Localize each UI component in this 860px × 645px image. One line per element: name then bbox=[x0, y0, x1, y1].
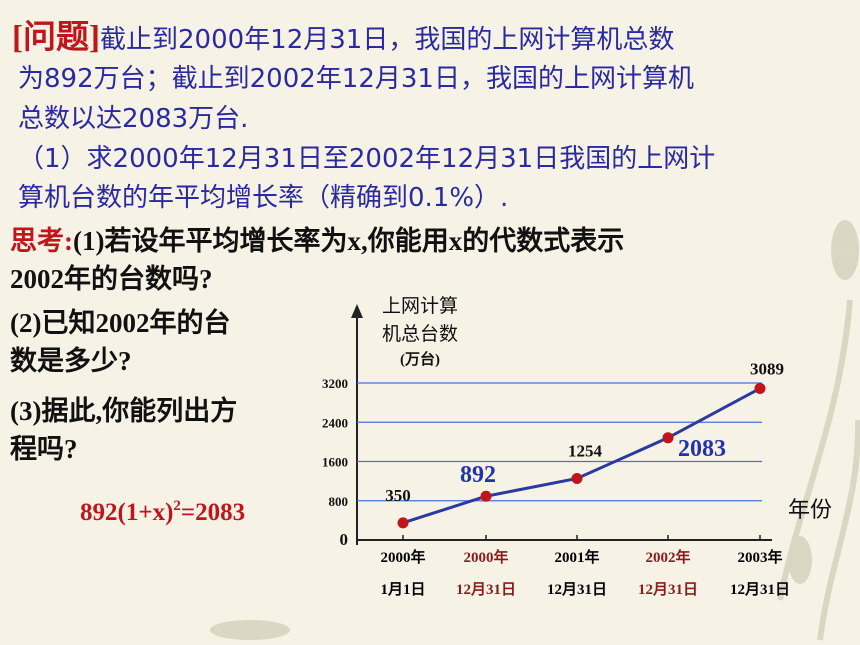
y-axis-title: 上网计算 bbox=[382, 295, 458, 317]
think-line: 数是多少? bbox=[10, 346, 132, 376]
problem-text: 截止到2000年12月31日，我国的上网计算机总数 bbox=[100, 25, 674, 55]
x-tick-label: 1月1日 bbox=[380, 581, 425, 598]
value-label: 892 bbox=[460, 462, 496, 488]
think-line: (2)已知2002年的台 bbox=[10, 307, 230, 338]
y-tick-label: 3200 bbox=[322, 376, 348, 391]
data-point bbox=[397, 517, 409, 529]
think-line: 2002年的台数吗? bbox=[10, 263, 213, 294]
problem-line: （1）求2000年12月31日至2002年12月31日我国的上网计 bbox=[18, 144, 715, 174]
problem-line: 为892万台；截止到2002年12月31日，我国的上网计算机 bbox=[18, 64, 694, 94]
equation: 892(1+x)2=2083 bbox=[80, 498, 245, 526]
data-point bbox=[662, 432, 674, 444]
y-axis-unit: (万台) bbox=[400, 350, 440, 368]
decoration bbox=[210, 220, 860, 641]
think-text: (1)若设年平均增长率为x,你能用x的代数式表示 bbox=[73, 225, 624, 256]
problem-tag: [问题] bbox=[12, 19, 100, 56]
think-line: (3)据此,你能列出方 bbox=[10, 395, 237, 426]
y-axis-title: 机总台数 bbox=[382, 323, 458, 345]
y-tick-label: 0 bbox=[340, 530, 349, 549]
think-line: 程吗? bbox=[10, 434, 78, 464]
value-label: 2083 bbox=[678, 436, 726, 462]
y-tick-label: 1600 bbox=[322, 455, 348, 470]
equation-rhs: =2083 bbox=[181, 499, 245, 526]
data-point bbox=[754, 382, 766, 394]
x-tick-label: 12月31日 bbox=[638, 581, 698, 598]
x-tick-label: 2000年 bbox=[380, 548, 425, 566]
think-line: 思考:(1)若设年平均增长率为x,你能用x的代数式表示 bbox=[10, 225, 624, 256]
chart: 上网计算 机总台数 (万台) 年份 0 800 1600 2400 3200 2000年 1… bbox=[322, 295, 832, 598]
x-tick-label: 12月31日 bbox=[730, 581, 790, 598]
equation-base: 892(1+x) bbox=[80, 499, 173, 526]
data-point bbox=[480, 490, 492, 502]
x-tick-label: 2002年 bbox=[645, 548, 690, 566]
x-axis-title: 年份 bbox=[788, 498, 832, 523]
problem-line: 总数以达2083万台. bbox=[18, 104, 248, 134]
think-tag: 思考: bbox=[10, 226, 73, 256]
value-label: 3089 bbox=[750, 359, 784, 378]
y-tick-label: 800 bbox=[329, 494, 349, 509]
data-point bbox=[571, 472, 583, 484]
value-label: 350 bbox=[385, 486, 411, 505]
x-tick-label: 2000年 bbox=[463, 548, 508, 566]
value-label: 1254 bbox=[568, 441, 603, 460]
problem-line: [问题]截止到2000年12月31日，我国的上网计算机总数 bbox=[12, 19, 674, 56]
y-axis-arrow bbox=[351, 304, 363, 318]
x-tick-label: 2001年 bbox=[554, 548, 599, 566]
y-tick-label: 2400 bbox=[322, 415, 348, 430]
problem-line: 算机台数的年平均增长率（精确到0.1%）. bbox=[18, 183, 508, 213]
x-tick-label: 12月31日 bbox=[547, 581, 607, 598]
x-tick-label: 12月31日 bbox=[456, 581, 516, 598]
equation-exponent: 2 bbox=[173, 498, 181, 514]
x-tick-label: 2003年 bbox=[737, 548, 782, 566]
